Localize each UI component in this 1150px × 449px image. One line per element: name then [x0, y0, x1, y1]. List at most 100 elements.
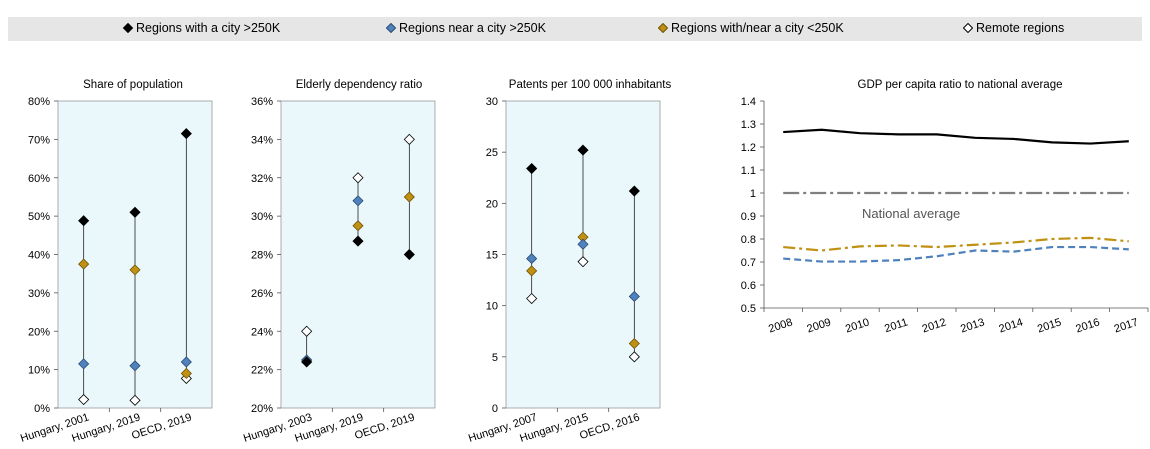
y-tick-label: 20% [251, 403, 273, 415]
y-tick-label: 0.9 [741, 211, 756, 223]
y-tick-label: 30% [28, 288, 50, 300]
chart-title: Patents per 100 000 inhabitants [509, 79, 672, 91]
marker-remote [78, 393, 90, 406]
x-tick-label: 2009 [806, 316, 833, 335]
legend-item-small-city: Regions with/near a city <250K [657, 21, 844, 35]
y-tick-label: 0 [492, 403, 498, 415]
line-near-large [783, 245, 1129, 263]
marker-small-city [628, 337, 640, 350]
line-city-large [783, 128, 1129, 145]
marker-remote [352, 172, 364, 184]
y-tick-label: 10% [28, 365, 50, 377]
marker-near-large [129, 360, 141, 372]
y-tick-label: 36% [251, 96, 273, 108]
marker-remote [403, 133, 415, 145]
marker-near-large [526, 253, 538, 265]
y-tick-label: 1.2 [741, 142, 756, 154]
marker-city-large [301, 356, 313, 368]
y-tick-label: 60% [28, 173, 50, 185]
marker-remote [301, 325, 313, 337]
y-tick-label: 34% [251, 134, 273, 146]
marker-small-city [526, 265, 538, 277]
y-tick-label: 5 [492, 352, 498, 364]
marker-small-city [403, 191, 415, 203]
marker-near-large [78, 358, 90, 370]
chart-panel-1: Share of population 0% 10% 20% 30% 40% 50% 60% 7… [19, 79, 213, 445]
x-tick-label: 2013 [959, 316, 986, 335]
chart-panel-4: GDP per capita ratio to national average… [741, 79, 1149, 335]
marker-small-city [180, 367, 192, 380]
white-diamond-icon [962, 22, 974, 34]
marker-city-large [180, 128, 192, 140]
y-tick-label: 1.3 [741, 119, 756, 131]
y-tick-label: 10 [486, 301, 498, 313]
y-tick-label: 1 [750, 188, 756, 200]
legend-item-city-large: Regions with a city >250K [122, 21, 281, 35]
marker-city-large [628, 185, 640, 197]
y-tick-label: 32% [251, 173, 273, 185]
marker-city-large [352, 235, 364, 247]
gold-diamond-icon [657, 22, 669, 34]
y-tick-label: 22% [251, 365, 273, 377]
national-average-label: National average [862, 206, 960, 221]
legend-label: Regions near a city >250K [399, 21, 546, 35]
legend-item-near-large: Regions near a city >250K [385, 21, 546, 35]
y-tick-label: 25 [486, 147, 498, 159]
y-tick-label: 30% [251, 211, 273, 223]
y-tick-label: 70% [28, 134, 50, 146]
marker-small-city [78, 258, 90, 270]
marker-city-large [526, 162, 538, 175]
y-tick-label: 80% [28, 96, 50, 108]
y-tick-label: 50% [28, 211, 50, 223]
line-small-city [783, 236, 1129, 252]
marker-small-city [352, 220, 364, 232]
black-diamond-icon [122, 22, 134, 34]
x-tick-label: 2008 [767, 316, 794, 335]
marker-remote [526, 292, 538, 305]
x-tick-label: 2015 [1036, 316, 1063, 335]
legend-item-remote: Remote regions [962, 21, 1065, 35]
chart-title: GDP per capita ratio to national average [858, 79, 1063, 91]
marker-city-large [577, 144, 589, 156]
y-tick-label: 20% [28, 326, 50, 338]
y-tick-label: 26% [251, 288, 273, 300]
marker-near-large [628, 290, 640, 303]
chart-panel-2: Elderly dependency ratio 20% 22% 24% 26% 28% 3… [242, 79, 436, 445]
y-tick-label: 40% [28, 250, 50, 262]
marker-near-large [352, 195, 364, 207]
chart-title: Share of population [83, 79, 183, 91]
marker-near-large [180, 356, 192, 368]
y-tick-label: 28% [251, 250, 273, 262]
marker-remote [628, 351, 640, 363]
y-tick-label: 24% [251, 326, 273, 338]
y-tick-label: 20 [486, 198, 498, 210]
blue-diamond-icon [385, 22, 397, 34]
y-tick-label: 15 [486, 250, 498, 262]
x-tick-label: 2010 [844, 316, 871, 335]
x-tick-label: 2012 [921, 316, 948, 335]
marker-small-city [129, 264, 141, 276]
legend-label: Regions with a city >250K [136, 21, 281, 35]
y-tick-label: 1.4 [741, 96, 756, 108]
chart-title: Elderly dependency ratio [296, 79, 423, 91]
marker-city-large [78, 215, 90, 227]
marker-near-large [577, 238, 589, 250]
x-tick-label: 2017 [1113, 316, 1140, 335]
y-tick-label: 30 [486, 96, 498, 108]
marker-remote [577, 256, 589, 268]
y-tick-label: 0% [34, 403, 50, 415]
y-tick-label: 0.5 [741, 303, 756, 315]
x-tick-label: 2011 [883, 316, 909, 335]
y-tick-label: 0.8 [741, 234, 756, 246]
marker-remote [129, 394, 141, 406]
legend-label: Remote regions [976, 21, 1065, 35]
x-tick-label: 2016 [1074, 316, 1101, 335]
y-tick-label: 0.6 [741, 280, 756, 292]
marker-city-large [129, 206, 141, 218]
y-tick-label: 0.7 [741, 257, 756, 269]
legend-label: Regions with/near a city <250K [671, 21, 844, 35]
marker-city-large [403, 248, 415, 261]
x-tick-label: 2014 [998, 316, 1025, 335]
chart-panel-3: Patents per 100 000 inhabitants 0 5 10 15 20 2… [467, 79, 671, 445]
